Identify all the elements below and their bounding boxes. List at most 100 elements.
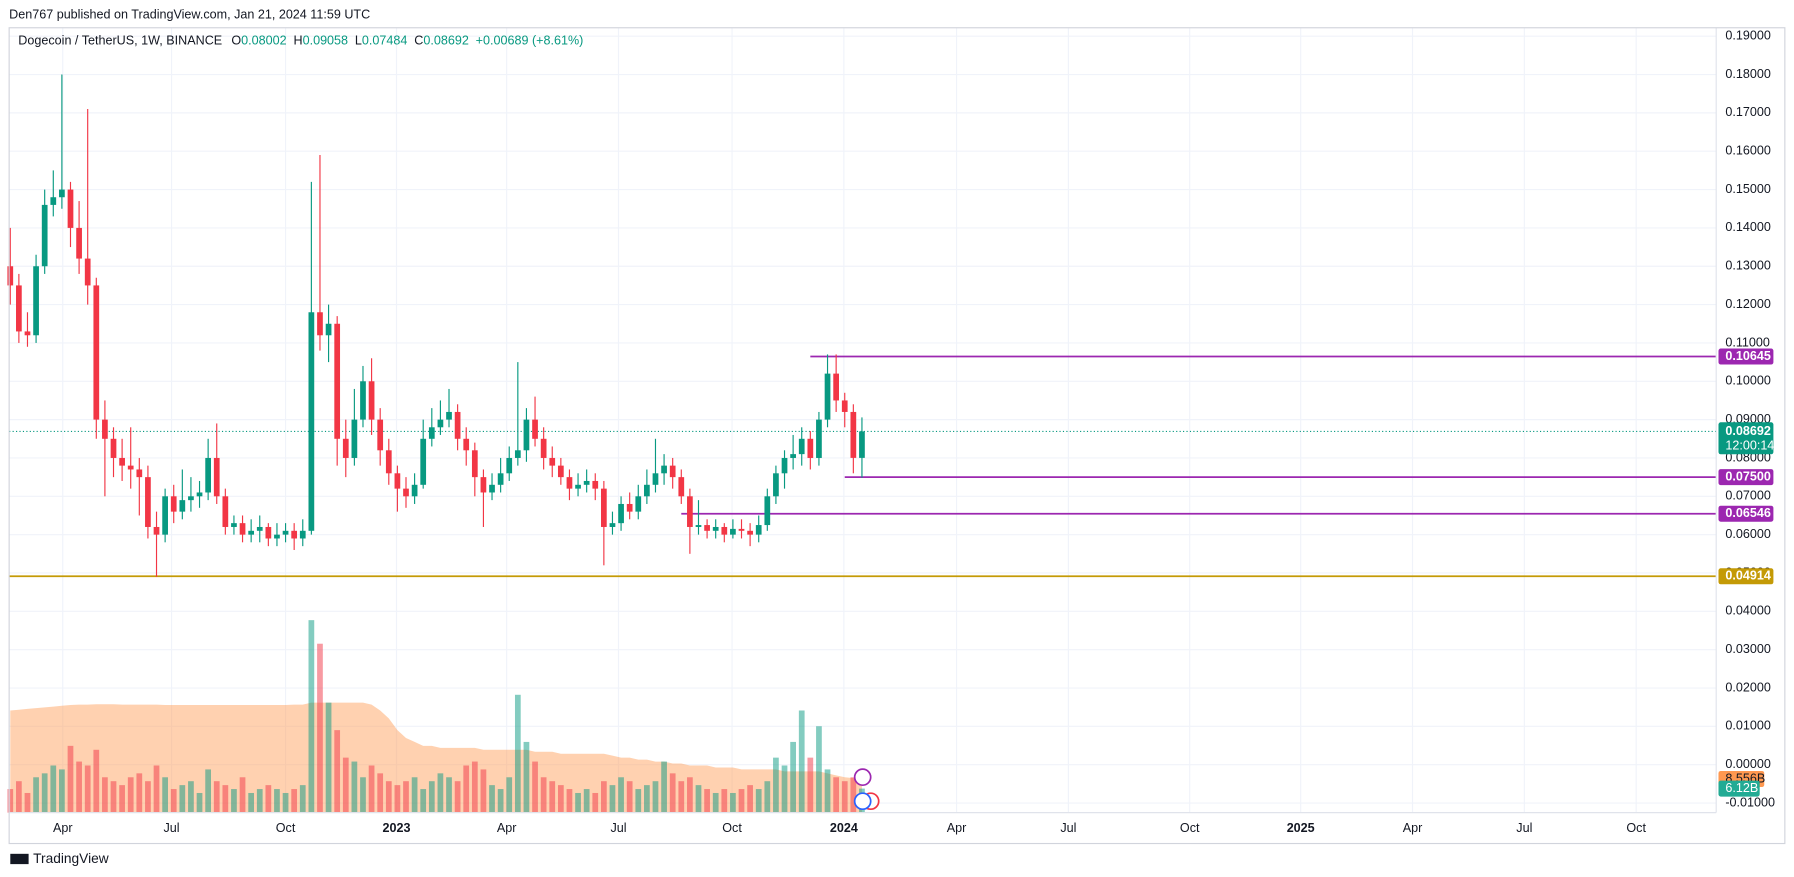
volume-bar [471,761,478,813]
volume-bar [523,741,530,813]
volume-bar [7,789,14,813]
candle-body [33,266,39,336]
volume-bar [506,777,513,813]
volume-bar [833,777,839,813]
volume-bar [497,789,504,813]
candle-body [377,419,384,451]
volume-bar [566,789,573,813]
y-tick-label: 0.07000 [1725,489,1770,503]
volume-bar [704,789,710,813]
candle-body [299,530,306,539]
y-tick-label: 0.16000 [1725,144,1770,158]
candle-body [833,373,839,401]
level-label: 0.07500 [1725,469,1770,483]
x-tick-label: Jul [610,821,626,835]
y-tick-label: 0.18000 [1725,67,1770,81]
volume-bar [153,765,160,813]
volume-bar [790,741,796,813]
volume-bar [84,765,91,813]
volume-bar [411,777,418,813]
volume-bar [394,785,401,813]
volume-bar [446,777,452,813]
volume-bar [162,777,168,813]
y-tick-label: -0.01000 [1725,795,1775,809]
candle-body [93,285,100,420]
publisher: Den767 published on TradingView.com, Jan… [9,7,370,21]
volume-bar [67,745,74,813]
x-tick-label: Jul [1060,821,1076,835]
volume-label: 6.12B [1725,781,1758,795]
candle-body [850,411,857,458]
volume-bar [188,781,194,813]
volume-ma-area [10,702,862,813]
y-tick-label: 0.10000 [1725,374,1770,388]
volume-bar [626,781,633,813]
candle-body [764,496,771,526]
x-tick-label: Jul [1516,821,1532,835]
x-tick-label: Apr [497,821,517,835]
candle-body [807,438,814,458]
volume-bar [308,620,315,813]
volume-bar [239,777,246,813]
candle-body [557,465,564,478]
l-label: L [355,34,362,48]
volume-bar [342,757,349,813]
candle-body [282,530,289,535]
volume-bar [179,785,186,813]
volume-bar [730,792,736,813]
volume-bar [549,781,556,813]
chart-frame [8,27,1786,845]
candle-body [7,266,14,286]
candle-body [325,323,332,336]
candle-body [222,496,229,527]
levels-layer [9,355,1717,578]
y-tick-label: 0.14000 [1725,220,1770,234]
x-tick-label: Apr [947,821,967,835]
candle-body [626,503,633,512]
candle-body [145,477,151,527]
candle-body [644,484,650,497]
volume-bar [669,773,676,813]
candle-body [506,457,513,474]
o-value: 0.08002 [241,34,286,48]
volume-bar [687,777,693,813]
symbol: Dogecoin / TetherUS, 1W, BINANCE [18,34,222,48]
volume-bar [33,777,39,813]
candle-body [471,450,478,478]
candle-body [738,528,745,531]
volume-bar [463,765,470,813]
candle-body [334,323,341,439]
candle-body [489,484,495,493]
y-tick-label: 0.03000 [1725,642,1770,656]
y-tick-label: 0.11000 [1725,335,1770,349]
volume-bar [738,789,745,813]
candle-body [661,465,667,474]
candle-body [170,496,177,512]
y-tick-label: 0.04000 [1725,604,1770,618]
volume-bar [41,773,48,813]
legend-header: Dogecoin / TetherUS, 1W, BINANCE O0.08002… [18,34,583,48]
candle-body [119,457,125,466]
volume-bar [532,761,538,813]
volume-bar [850,777,857,813]
candle-body [342,438,349,458]
candle-body [678,477,685,497]
candle-body [773,473,779,497]
level-label: 0.06546 [1725,506,1770,520]
volume-bar [325,702,332,813]
y-tick-label: 0.19000 [1725,29,1770,43]
candle-body [411,484,418,497]
y-tick-label: 0.12000 [1725,297,1770,311]
axis-layer: -0.01000 0.00000 0.01000 0.02000 0.03000 0.04… [53,29,1775,835]
volume-bar [661,761,667,813]
event-icons [853,768,880,811]
volume-bar [575,792,581,813]
candle-body [618,503,624,524]
volume-bar [256,789,263,813]
candle-body [188,496,194,501]
volume-bar [368,765,375,813]
candle-body [428,427,435,439]
candle-body [583,480,590,485]
